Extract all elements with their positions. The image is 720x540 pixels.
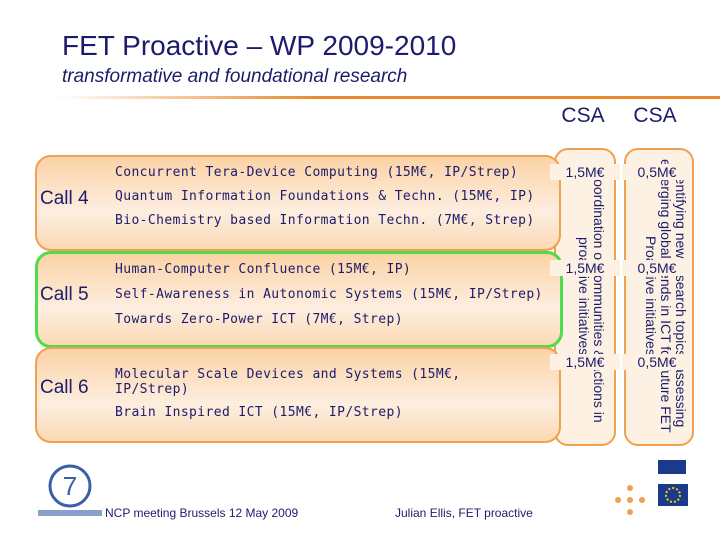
side-note: Coordination of communities & actions in… [576, 169, 606, 423]
topic: Quantum Information Foundations & Techn.… [115, 189, 535, 204]
amount: 1,5M€ [550, 354, 620, 370]
fp7-logo: 7 [38, 464, 102, 516]
footer-left: NCP meeting Brussels 12 May 2009 [105, 506, 299, 520]
column-box [624, 148, 694, 446]
amount: 0,5M€ [622, 260, 692, 276]
eu-logo [658, 460, 688, 506]
call-label: Call 5 [40, 284, 89, 305]
amount: 1,5M€ [550, 164, 620, 180]
subtitle: transformative and foundational research [62, 66, 408, 87]
call-label: Call 4 [40, 188, 89, 209]
topic: Brain Inspired ICT (15M€, IP/Strep) [115, 405, 403, 420]
column-header: CSA [561, 104, 605, 127]
amount: 0,5M€ [622, 354, 692, 370]
call-label: Call 6 [40, 377, 89, 398]
call-box [35, 251, 563, 348]
column-header: CSA [633, 104, 677, 127]
side-note: Identifying new research topics, assessi… [643, 159, 688, 433]
svg-text:7: 7 [63, 471, 77, 501]
topic: Molecular Scale Devices and Systems (15M… [115, 367, 461, 397]
amount: 1,5M€ [550, 260, 620, 276]
header-rule [55, 96, 720, 99]
title: FET Proactive – WP 2009-2010 [62, 30, 457, 61]
call-box [35, 347, 561, 443]
footer-right: Julian Ellis, FET proactive [395, 506, 533, 520]
topic: Self-Awareness in Autonomic Systems (15M… [115, 287, 543, 302]
topic: Concurrent Tera-Device Computing (15M€, … [115, 165, 519, 180]
topic: Towards Zero-Power ICT (7M€, Strep) [115, 312, 403, 327]
amount: 0,5M€ [622, 164, 692, 180]
call-box [35, 155, 561, 251]
topic: Bio-Chemistry based Information Techn. (… [115, 213, 535, 228]
decor-dots [615, 485, 645, 515]
topic: Human-Computer Confluence (15M€, IP) [115, 262, 412, 277]
